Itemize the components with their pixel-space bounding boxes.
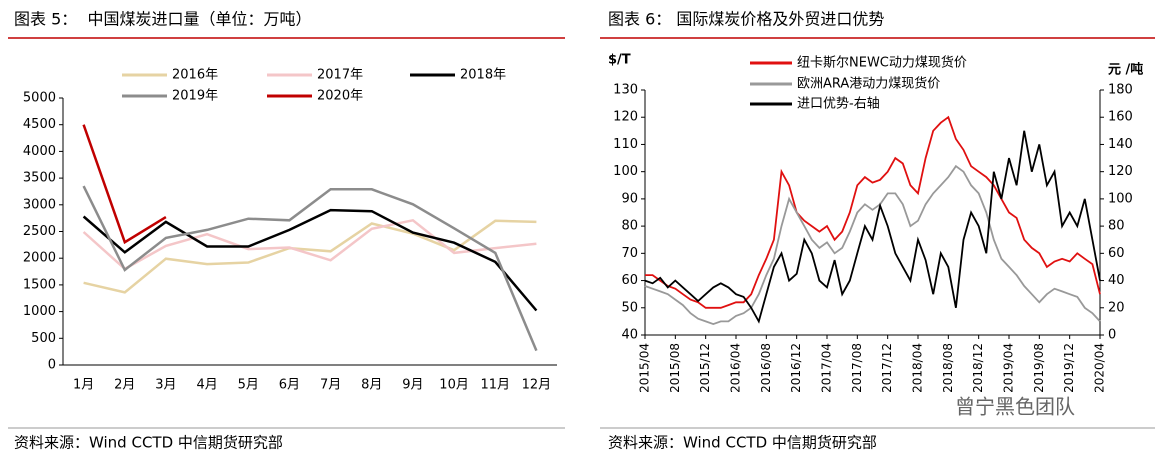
y-tick-label: 0 <box>48 358 56 373</box>
y-tick-label: 3500 <box>23 171 56 186</box>
x-tick-label: 2016/12 <box>789 343 803 393</box>
y-tick-label: 120 <box>613 110 638 125</box>
series-line <box>645 115 1101 309</box>
y-tick-label: 90 <box>621 191 638 206</box>
x-tick-label: 2019/12 <box>1062 343 1076 393</box>
source: 资料来源：Wind CCTD 中信期货研究部 <box>14 434 283 452</box>
legend-label: 2019年 <box>172 89 218 104</box>
series-line <box>82 218 537 271</box>
y2-tick-label: 20 <box>1108 300 1125 315</box>
series-line <box>82 185 538 352</box>
y2-tick-label: 120 <box>1108 164 1133 179</box>
y-tick-label: 1500 <box>23 277 56 292</box>
x-tick-label: 11月 <box>480 378 510 393</box>
y2-tick-label: 160 <box>1108 110 1133 125</box>
chart-title: 图表 6： 国际煤炭价格及外贸进口优势 <box>608 10 884 29</box>
y-tick-label: 1000 <box>23 304 56 319</box>
x-tick-label: 2019/08 <box>1032 343 1046 393</box>
y-tick-label: 100 <box>613 164 638 179</box>
x-tick-label: 2018/12 <box>971 343 985 393</box>
x-tick-label: 2019/04 <box>1002 343 1016 393</box>
y-tick-label: 130 <box>613 83 638 98</box>
y2-tick-label: 80 <box>1108 219 1125 234</box>
y-tick-label: 80 <box>621 219 638 234</box>
source: 资料来源：Wind CCTD 中信期货研究部 <box>608 434 877 452</box>
x-tick-label: 5月 <box>238 378 259 393</box>
x-tick-label: 2020/04 <box>1093 343 1107 393</box>
x-tick-label: 9月 <box>402 378 423 393</box>
x-tick-label: 2017/08 <box>850 343 864 393</box>
x-tick-label: 3月 <box>155 378 176 393</box>
y-tick-label: 50 <box>621 300 638 315</box>
legend-label: 进口优势-右轴 <box>797 96 880 112</box>
x-tick-label: 2018/08 <box>941 343 955 393</box>
y-tick-label: 3000 <box>23 197 56 212</box>
y-tick-label: 500 <box>31 331 56 346</box>
y2-tick-label: 60 <box>1108 246 1125 261</box>
y-tick-label: 5000 <box>23 91 56 106</box>
y2-tick-label: 0 <box>1108 328 1116 343</box>
y-tick-label: 110 <box>613 137 638 152</box>
x-tick-label: 2015/08 <box>668 343 682 393</box>
series-line <box>82 124 167 245</box>
y-tick-label: 40 <box>621 328 638 343</box>
y2-tick-label: 140 <box>1108 137 1133 152</box>
y-tick-label: 60 <box>621 273 638 288</box>
y2-axis-label: 元 /吨 <box>1108 62 1143 78</box>
y-tick-label: 4000 <box>23 144 56 159</box>
series-line <box>644 130 1101 324</box>
series-line <box>82 208 538 312</box>
y2-tick-label: 180 <box>1108 83 1133 98</box>
x-tick-label: 2016/08 <box>759 343 773 393</box>
x-tick-label: 8月 <box>361 378 382 393</box>
legend-label: 2016年 <box>172 68 218 83</box>
x-tick-label: 6月 <box>279 378 300 393</box>
x-tick-label: 1月 <box>73 378 94 393</box>
series-line <box>644 164 1101 326</box>
x-tick-label: 2017/12 <box>880 343 894 393</box>
x-tick-label: 2016/04 <box>729 343 743 393</box>
y2-tick-label: 40 <box>1108 273 1125 288</box>
x-tick-label: 2015/12 <box>698 343 712 393</box>
x-tick-label: 12月 <box>522 378 552 393</box>
legend-label: 纽卡斯尔NEWC动力煤现货价 <box>797 55 967 71</box>
x-tick-label: 7月 <box>320 378 341 393</box>
x-tick-label: 2月 <box>114 378 135 393</box>
y-tick-label: 70 <box>621 246 638 261</box>
x-tick-label: 2015/04 <box>638 343 652 393</box>
legend-label: 2020年 <box>317 89 363 104</box>
chart-title: 图表 5： 中国煤炭进口量（单位：万吨） <box>14 10 311 29</box>
legend-label: 2018年 <box>460 68 506 83</box>
x-tick-label: 10月 <box>439 378 469 393</box>
x-tick-label: 2018/04 <box>911 343 925 393</box>
y-tick-label: 2500 <box>23 224 56 239</box>
legend-label: 2017年 <box>317 68 363 83</box>
x-tick-label: 2017/04 <box>820 343 834 393</box>
y2-tick-label: 100 <box>1108 191 1133 206</box>
y-axis-label: $/T <box>608 53 631 68</box>
x-tick-label: 4月 <box>196 378 217 393</box>
legend-label: 欧洲ARA港动力煤现货价 <box>797 76 940 92</box>
y-tick-label: 4500 <box>23 117 56 132</box>
y-tick-label: 2000 <box>23 251 56 266</box>
watermark: 曾宁黑色团队 <box>955 395 1075 419</box>
